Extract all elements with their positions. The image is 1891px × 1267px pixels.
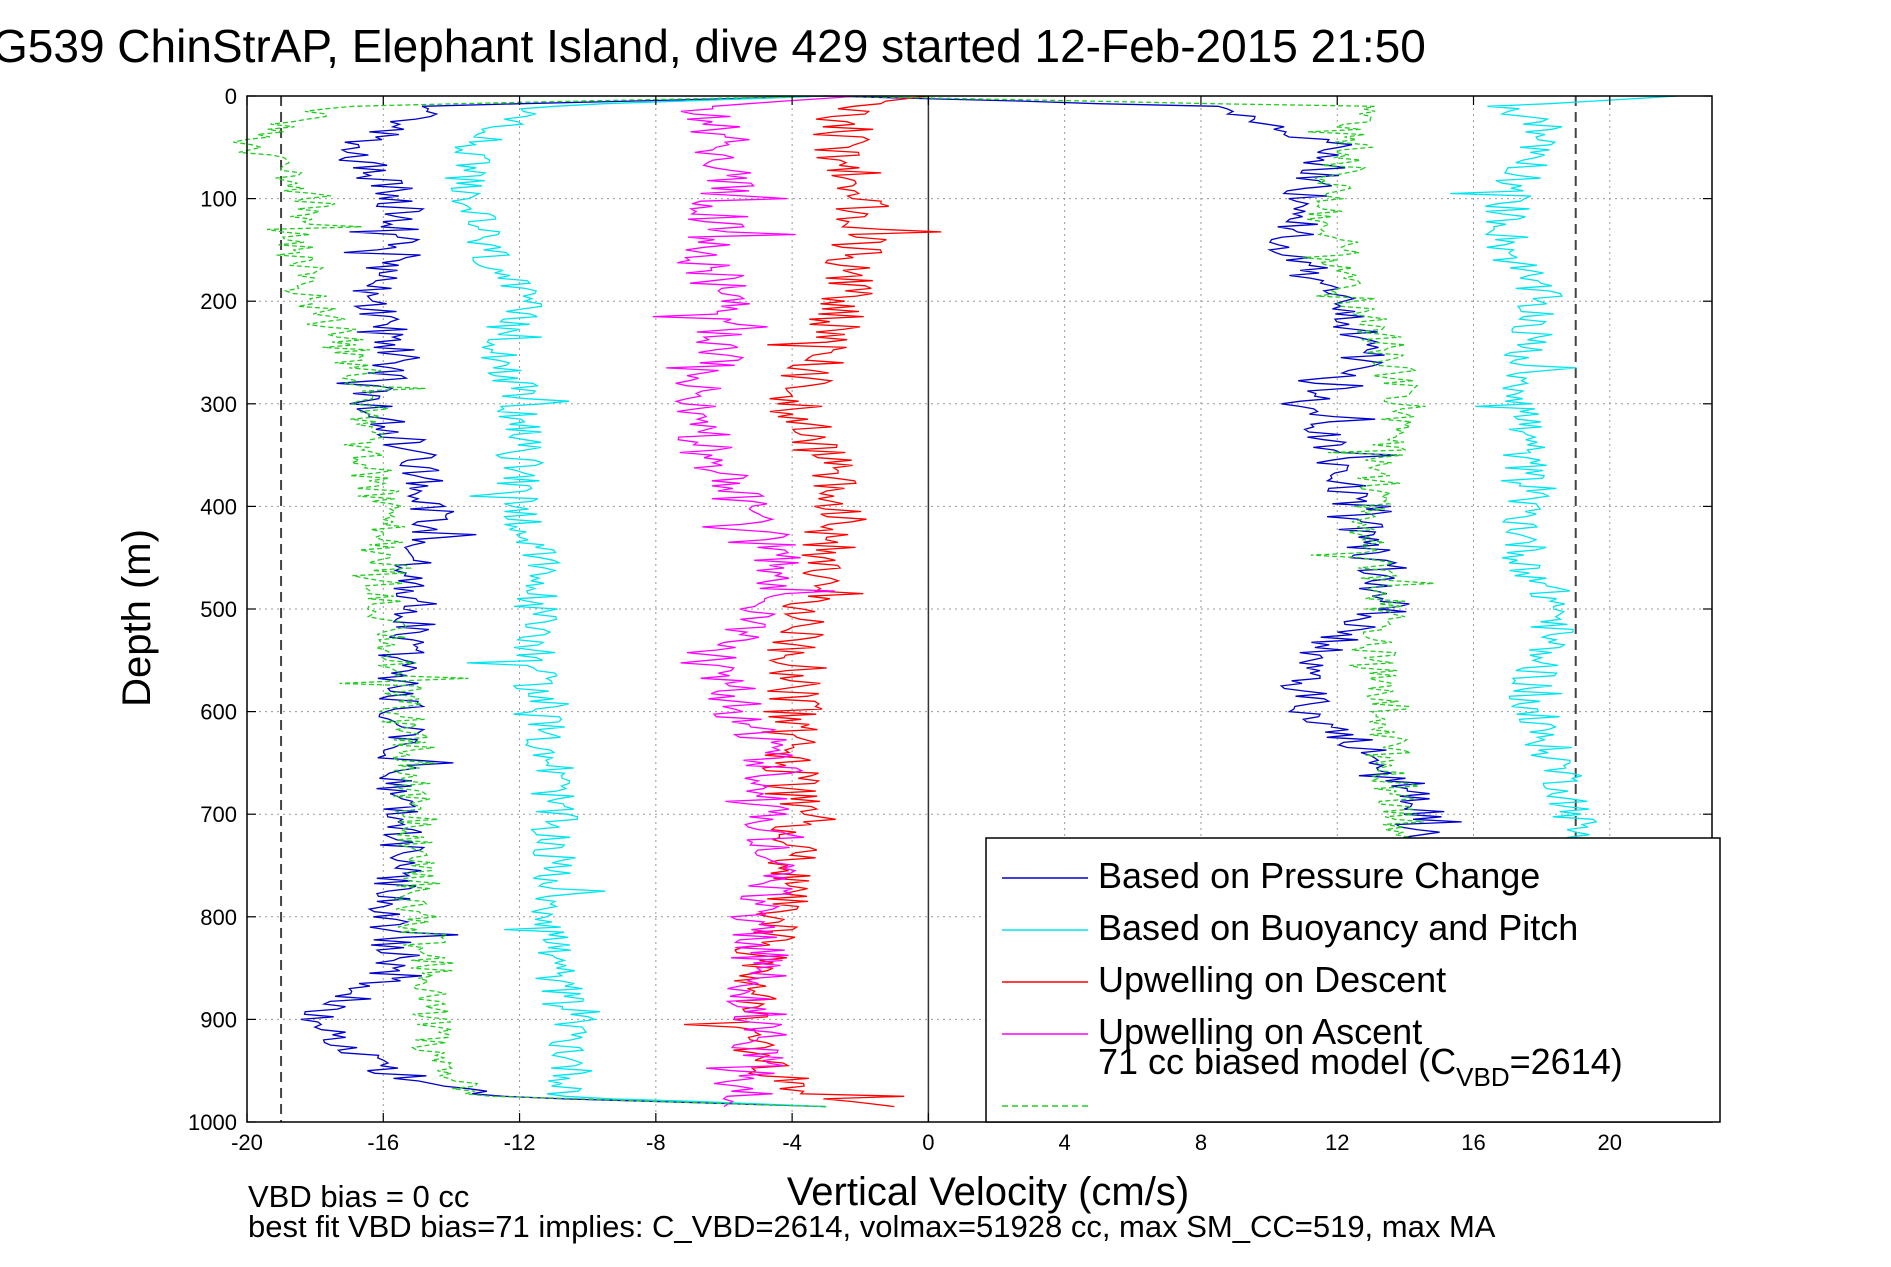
x-axis-label: Vertical Velocity (cm/s) [787, 1170, 1189, 1214]
legend-label: Based on Pressure Change [1098, 855, 1540, 896]
series-descent-line-based-on-pressure-change [300, 95, 827, 1108]
y-tick-label: 700 [200, 802, 237, 827]
legend-label: Upwelling on Descent [1098, 959, 1446, 1000]
legend-label-tail: =2614) [1510, 1041, 1623, 1082]
y-tick-label: 900 [200, 1007, 237, 1032]
y-tick-label: 600 [200, 700, 237, 725]
series-ascent-line-based-on-buoyancy-and-pitch [1450, 95, 1678, 867]
y-tick-label: 100 [200, 187, 237, 212]
y-tick-label: 0 [225, 84, 237, 109]
x-tick-label: -20 [231, 1130, 263, 1155]
series-descent-line-71-cc-biased-model [233, 95, 827, 1108]
legend-label: Upwelling on Ascent [1098, 1011, 1422, 1052]
x-tick-label: -4 [782, 1130, 802, 1155]
y-tick-label: 200 [200, 289, 237, 314]
x-tick-label: 12 [1325, 1130, 1349, 1155]
legend-label: 71 cc biased model (CVBD=2614) [1098, 1041, 1623, 1092]
footnote-vbd-bias: VBD bias = 0 cc [248, 1179, 469, 1214]
legend-label-subscript: VBD [1456, 1062, 1509, 1092]
y-axis-label: Depth (m) [115, 529, 159, 707]
x-tick-label: 4 [1059, 1130, 1071, 1155]
legend: Based on Pressure Change Based on Buoyanc… [985, 837, 1721, 1123]
x-tick-label: 16 [1461, 1130, 1485, 1155]
y-tick-label: 400 [200, 494, 237, 519]
legend-label: Based on Buoyancy and Pitch [1098, 907, 1578, 948]
series-ascent-line-based-on-pressure-change [826, 95, 1462, 867]
x-tick-label: -16 [367, 1130, 399, 1155]
legend-box [985, 837, 1721, 1123]
footnote-best-fit: best fit VBD bias=71 implies: C_VBD=2614… [248, 1209, 1496, 1244]
series-descent-line-based-on-buoyancy-and-pitch [444, 95, 827, 1108]
y-tick-label: 500 [200, 597, 237, 622]
chart-title: G539 ChinStrAP, Elephant Island, dive 42… [0, 20, 1426, 72]
series-line-upwelling-on-descent [684, 95, 942, 1108]
series-line-upwelling-on-ascent [652, 95, 861, 1108]
x-tick-label: 0 [922, 1130, 934, 1155]
x-tick-label: -8 [646, 1130, 666, 1155]
y-tick-label: 1000 [188, 1110, 237, 1135]
y-tick-label: 300 [200, 392, 237, 417]
x-tick-label: 20 [1598, 1130, 1622, 1155]
y-tick-label: 800 [200, 905, 237, 930]
x-tick-label: 8 [1195, 1130, 1207, 1155]
x-tick-label: -12 [504, 1130, 536, 1155]
